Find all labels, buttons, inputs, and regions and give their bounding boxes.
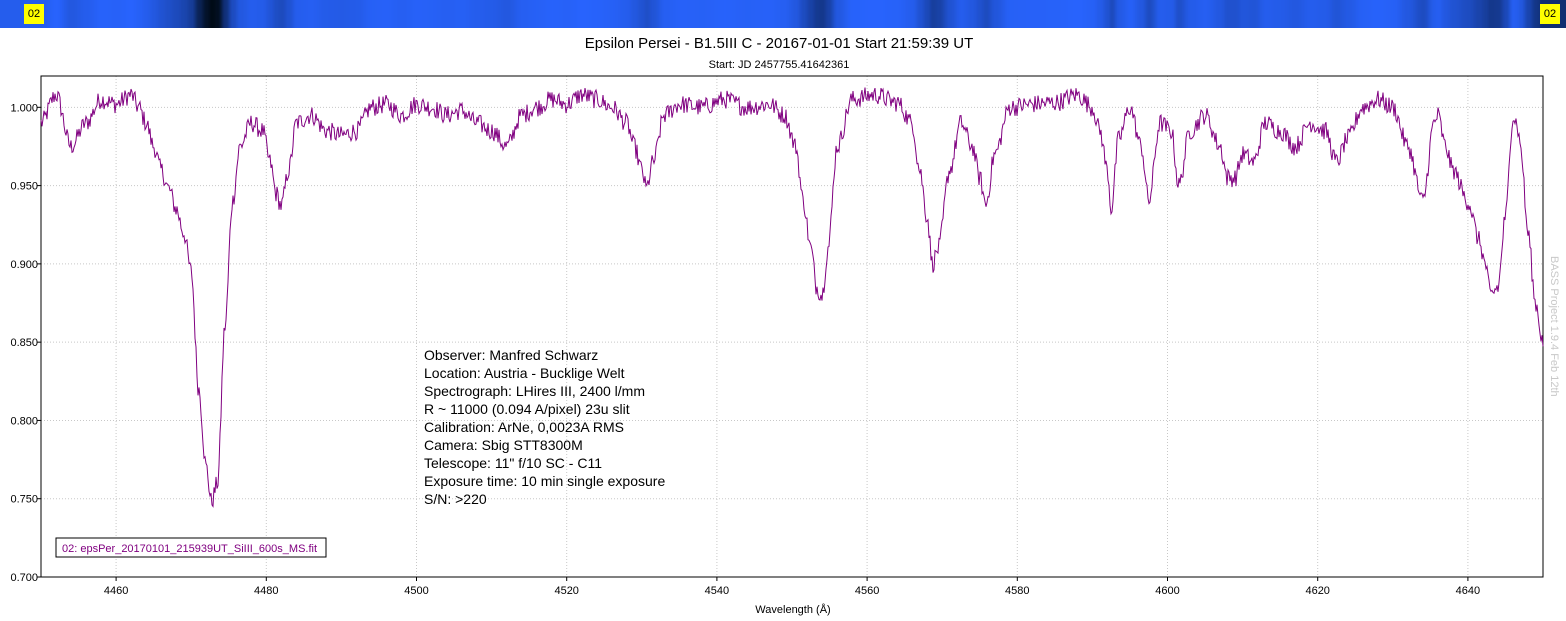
y-tick-label: 1.000: [10, 102, 38, 114]
x-tick-label: 4520: [554, 585, 578, 597]
x-tick-label: 4480: [254, 585, 278, 597]
spectrum-strip-right-tag: 02: [1540, 4, 1560, 24]
x-axis-label: Wavelength (Å): [755, 603, 830, 616]
legend-box: [55, 537, 327, 558]
spectrum-color-strip: [0, 0, 1566, 28]
y-tick-label: 0.850: [10, 337, 38, 349]
info-exposure: Exposure time: 10 min single exposure: [424, 473, 665, 489]
legend-entry: 02: epsPer_20170101_215939UT_SiIII_600s_…: [62, 543, 317, 555]
y-tick-label: 0.800: [10, 415, 38, 427]
info-camera: Camera: Sbig STT8300M: [424, 437, 583, 453]
x-axis-ticks: 4460 4480 4500 4520 4540 4560 4580 4600 4620 4640: [104, 577, 1480, 597]
x-tick-label: 4560: [855, 585, 879, 597]
plot-area: [40, 75, 1544, 578]
x-tick-label: 4580: [1005, 585, 1029, 597]
x-tick-label: 4500: [404, 585, 428, 597]
y-tick-label: 0.900: [10, 259, 38, 271]
legend: 02: epsPer_20170101_215939UT_SiIII_600s_…: [55, 537, 327, 558]
x-tick-label: 4540: [705, 585, 729, 597]
spectrum-chart: Epsilon Persei - B1.5III C - 20167-01-01…: [10, 35, 1560, 616]
y-tick-label: 0.700: [10, 572, 38, 584]
y-tick-label: 0.950: [10, 181, 38, 193]
chart-subtitle: Start: JD 2457755.41642361: [709, 59, 850, 71]
x-tick-label: 4620: [1305, 585, 1329, 597]
y-axis-ticks: 0.700 0.750 0.800 0.850 0.900 0.950 1.000: [10, 102, 41, 584]
observation-info: Observer: Manfred Schwarz Location: Aust…: [424, 347, 665, 507]
spectrum-line: [40, 87, 1544, 508]
info-resolution: R ~ 11000 (0.094 A/pixel) 23u slit: [424, 401, 630, 417]
info-telescope: Telescope: 11" f/10 SC - C11: [424, 455, 602, 471]
spectrum-strip-left-tag: 02: [24, 4, 44, 24]
x-tick-label: 4600: [1155, 585, 1179, 597]
info-snr: S/N: >220: [424, 491, 487, 507]
info-calibration: Calibration: ArNe, 0,0023A RMS: [424, 419, 624, 435]
software-watermark: BASS Project 1.9.4 Feb 12th: [1548, 256, 1560, 397]
x-tick-label: 4640: [1456, 585, 1480, 597]
y-tick-label: 0.750: [10, 494, 38, 506]
gridlines: [41, 76, 1543, 578]
chart-title: Epsilon Persei - B1.5III C - 20167-01-01…: [585, 35, 974, 52]
info-location: Location: Austria - Bucklige Welt: [424, 365, 625, 381]
info-spectrograph: Spectrograph: LHires III, 2400 l/mm: [424, 383, 645, 399]
x-tick-label: 4460: [104, 585, 128, 597]
info-observer: Observer: Manfred Schwarz: [424, 347, 598, 363]
